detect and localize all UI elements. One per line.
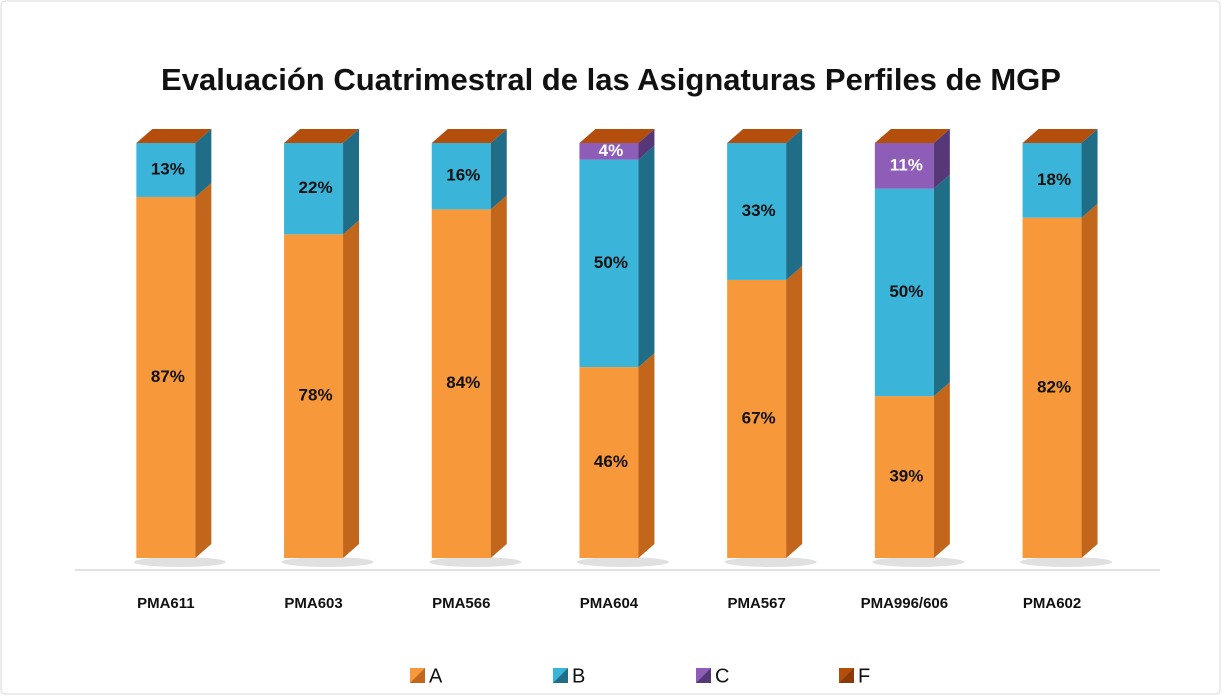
legend-label: F [858, 665, 870, 687]
bar-segment-side [343, 220, 360, 559]
legend-marker-side [553, 668, 568, 683]
bar-shadow [281, 557, 374, 567]
bar-top [284, 129, 360, 143]
bar-segment [431, 209, 491, 558]
bar-segment-side [343, 129, 360, 235]
bar-segment-side [1081, 129, 1098, 218]
x-tick-label: PMA602 [1023, 595, 1081, 612]
bar-segment [579, 159, 639, 368]
bar-segment-side [638, 353, 655, 558]
bar-segment [874, 188, 934, 397]
legend-marker-side [839, 668, 854, 683]
bar-segment [727, 143, 787, 280]
bar-segment [874, 396, 934, 558]
bar-segment-side [195, 182, 212, 558]
bar-top [579, 129, 655, 143]
bar-segment-side [195, 129, 212, 197]
bar-segment [874, 143, 934, 189]
bar-shadow [1020, 557, 1113, 567]
bar-shadow [429, 557, 522, 567]
bar-segment [284, 143, 344, 235]
data-label: 82% [1037, 377, 1071, 396]
bar-segment-side [490, 129, 507, 210]
bar-segment-side [786, 129, 803, 280]
data-label: 46% [594, 452, 628, 471]
legend-label: B [572, 665, 585, 687]
bar-shadow [133, 557, 226, 567]
legend-marker-side [410, 668, 425, 683]
bar-segment-side [933, 174, 950, 397]
x-tick-label: PMA611 [137, 595, 195, 612]
bar-segment-side [1081, 203, 1098, 558]
legend-label: C [715, 665, 729, 687]
data-label: 11% [890, 155, 923, 174]
bar-top [431, 129, 507, 143]
data-label: 78% [299, 386, 333, 405]
bar-segment [1022, 217, 1082, 558]
bar-segment [431, 143, 491, 210]
data-label: 18% [1037, 170, 1071, 189]
data-label: 4% [599, 141, 624, 160]
bar-segment-side [638, 145, 655, 368]
bar-segment-side [638, 129, 655, 160]
chart-title: Evaluación Cuatrimestral de las Asignatu… [161, 62, 1061, 97]
bar-segment [579, 367, 639, 558]
data-label: 50% [889, 282, 923, 301]
data-label: 16% [446, 166, 480, 185]
bar-segment [579, 143, 639, 160]
bar-segment [284, 234, 344, 559]
bar-segment-side [786, 265, 803, 558]
bar-segment-side [933, 382, 950, 558]
x-tick-label: PMA996/606 [861, 595, 949, 612]
data-label: 22% [299, 178, 333, 197]
bar-segment-side [933, 129, 950, 189]
bar-segment [1022, 143, 1082, 218]
data-label: 84% [446, 373, 480, 392]
data-label: 39% [889, 467, 923, 486]
bar-top [136, 129, 212, 143]
x-tick-label: PMA566 [432, 595, 490, 612]
data-label: 50% [594, 253, 628, 272]
bar-shadow [576, 557, 669, 567]
bar-shadow [724, 557, 817, 567]
x-tick-label: PMA604 [580, 595, 639, 612]
bar-segment [727, 279, 787, 558]
legend-marker-side [696, 668, 711, 683]
bar-top [874, 129, 950, 143]
x-tick-label: PMA567 [727, 595, 785, 612]
data-label: 13% [151, 159, 185, 178]
data-label: 87% [151, 367, 185, 386]
bar-segment [136, 196, 196, 558]
legend-label: A [429, 665, 443, 687]
data-label: 33% [742, 201, 776, 220]
data-label: 67% [742, 408, 776, 427]
bar-top [1022, 129, 1098, 143]
bar-segment-side [490, 195, 507, 558]
bar-segment [136, 143, 196, 197]
bar-shadow [872, 557, 965, 567]
bar-top [727, 129, 803, 143]
x-tick-label: PMA603 [284, 595, 342, 612]
